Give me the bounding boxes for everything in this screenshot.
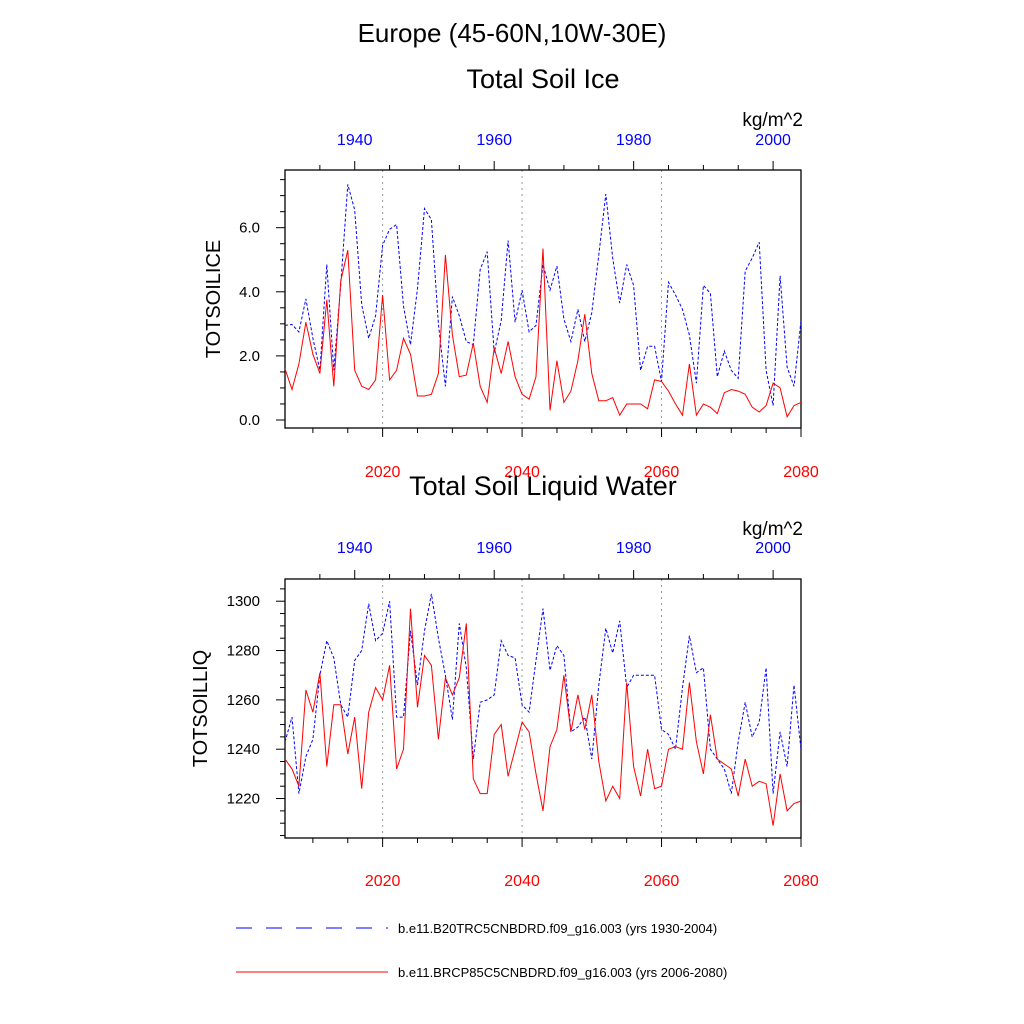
- figure-title: Europe (45-60N,10W-30E): [357, 18, 667, 48]
- y-tick-label: 4.0: [239, 284, 260, 301]
- x-bottom-tick-label: 2060: [644, 873, 680, 890]
- y-tick-label: 1240: [227, 741, 260, 758]
- x-bottom-tick-label: 2020: [365, 464, 401, 481]
- plot-frame: [284, 578, 802, 839]
- panel-title: Total Soil Ice: [466, 64, 619, 94]
- x-top-tick-label: 1980: [616, 132, 652, 149]
- units-label: kg/m^2: [742, 519, 803, 540]
- y-tick-label: 0.0: [239, 412, 260, 429]
- x-bottom-tick-label: 2020: [365, 873, 401, 890]
- y-tick-label: 1220: [227, 791, 260, 808]
- legend-label: b.e11.BRCP85C5CNBDRD.f09_g16.003 (yrs 20…: [398, 965, 727, 980]
- x-bottom-tick-label: 2060: [644, 464, 680, 481]
- legend-label: b.e11.B20TRC5CNBDRD.f09_g16.003 (yrs 193…: [398, 921, 717, 936]
- x-top-tick-label: 1960: [476, 540, 512, 557]
- panel-title: Total Soil Liquid Water: [409, 471, 677, 501]
- y-tick-label: 1300: [227, 593, 260, 610]
- x-bottom-tick-label: 2080: [783, 464, 819, 481]
- x-bottom-tick-label: 2080: [783, 873, 819, 890]
- units-label: kg/m^2: [742, 110, 803, 131]
- historical-series-line: [284, 184, 802, 406]
- legend: b.e11.B20TRC5CNBDRD.f09_g16.003 (yrs 193…: [236, 921, 727, 980]
- historical-series-line: [284, 593, 802, 794]
- future-series-line: [284, 248, 802, 419]
- y-tick-label: 6.0: [239, 220, 260, 237]
- y-axis-label: TOTSOILLIQ: [190, 650, 212, 767]
- soil-liquid-panel: Total Soil Liquid Water kg/m^2 TOTSOILLIQ 2…: [190, 471, 819, 890]
- future-series-line: [284, 608, 802, 826]
- plot-frame: [284, 169, 802, 429]
- x-top-tick-label: 1980: [616, 540, 652, 557]
- y-axis-label: TOTSOILICE: [203, 240, 225, 359]
- x-top-tick-label: 1940: [337, 132, 373, 149]
- x-top-tick-label: 2000: [755, 132, 791, 149]
- y-tick-label: 2.0: [239, 348, 260, 365]
- soil-ice-panel: Total Soil Ice kg/m^2 TOTSOILICE 2020 2040 20…: [203, 64, 819, 481]
- x-top-tick-label: 2000: [755, 540, 791, 557]
- y-tick-label: 1260: [227, 692, 260, 709]
- x-bottom-tick-label: 2040: [504, 873, 540, 890]
- x-top-tick-label: 1940: [337, 540, 373, 557]
- y-tick-label: 1280: [227, 643, 260, 660]
- x-bottom-tick-label: 2040: [504, 464, 540, 481]
- x-top-tick-label: 1960: [476, 132, 512, 149]
